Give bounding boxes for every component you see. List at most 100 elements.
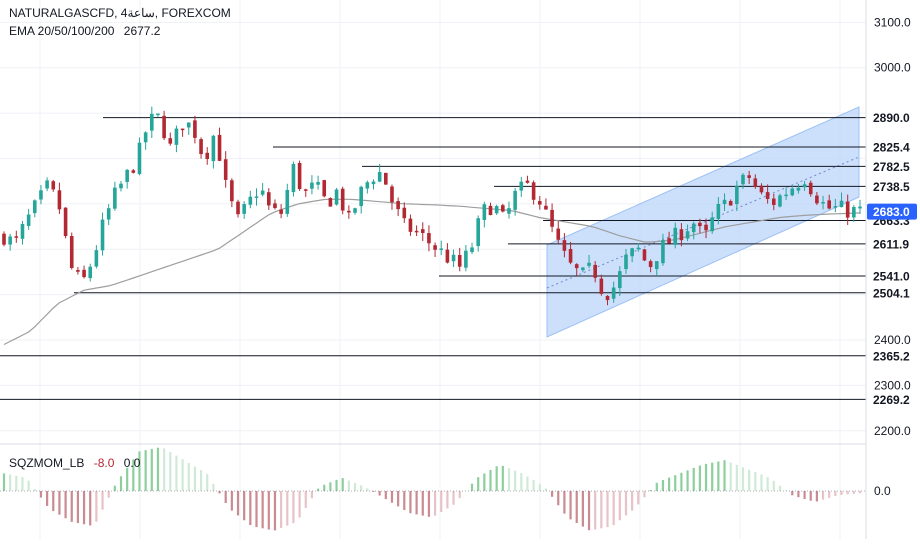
price-tick-label: 2300.0 — [874, 378, 911, 392]
candle-body — [827, 200, 832, 209]
price-tick-label: 2400.0 — [874, 333, 911, 347]
candle-body — [230, 180, 234, 202]
candle-body — [735, 185, 739, 205]
candle-body — [285, 189, 290, 214]
candle-body — [365, 182, 370, 189]
candle-body — [790, 188, 795, 196]
candle-body — [279, 209, 283, 214]
candle-body — [8, 236, 12, 245]
candle-body — [162, 115, 166, 139]
candle-body — [267, 192, 271, 206]
candle-body — [531, 182, 536, 200]
candle-body — [839, 200, 844, 208]
candle-body — [223, 159, 228, 180]
candle-body — [784, 194, 788, 197]
price-channel[interactable] — [546, 106, 860, 338]
symbol-line: NATURALGASCFD, 4ساعة, FOREXCOM — [9, 6, 231, 20]
candle-body — [113, 187, 117, 209]
channel-midline — [546, 156, 860, 289]
candle-body — [451, 254, 456, 262]
candle-body — [648, 261, 653, 268]
candle-body — [587, 262, 591, 266]
level-price-label-bg — [867, 268, 917, 285]
candle-body — [476, 218, 480, 247]
candle-body — [802, 184, 807, 188]
candle-body — [51, 181, 56, 190]
ema-line — [3, 198, 861, 346]
candle-body — [402, 207, 407, 219]
candle-body — [199, 139, 203, 155]
candle-body — [26, 214, 31, 226]
oscillator-value-1: -8.0 — [93, 456, 115, 470]
level-price-label: 2365.2 — [873, 349, 910, 363]
level-price-label: 2890.0 — [873, 111, 910, 125]
level-price-label: 2611.9 — [873, 237, 909, 251]
candle-body — [624, 254, 628, 270]
candle-body — [180, 128, 185, 131]
candle-body — [76, 270, 80, 272]
candle-body — [821, 202, 825, 204]
level-price-label-bg — [867, 235, 917, 252]
candle-body — [778, 195, 782, 207]
candle-body — [32, 200, 37, 214]
candle-body — [574, 264, 579, 269]
candle-body — [568, 248, 573, 263]
candle-body — [137, 142, 142, 175]
candle-body — [211, 135, 216, 162]
oscillator-name: SQZMOM_LB — [9, 456, 85, 470]
candle-body — [796, 187, 801, 191]
candle-body — [833, 206, 838, 208]
candle-body — [537, 201, 542, 205]
candle-body — [704, 224, 708, 231]
candle-body — [69, 236, 74, 268]
indicator-value: 2677.2 — [123, 24, 161, 38]
candle-body — [322, 180, 327, 197]
candle-body — [340, 188, 345, 211]
candle-body — [679, 229, 684, 241]
candle-body — [297, 162, 302, 190]
candle-body — [661, 240, 665, 264]
candle-body — [654, 261, 659, 270]
candle-body — [464, 250, 468, 268]
candle-body — [174, 128, 179, 145]
candle-body — [470, 247, 474, 253]
candle-body — [131, 170, 136, 173]
candle-body — [396, 201, 400, 210]
level-price-label: 2782.5 — [873, 160, 910, 174]
candle-body — [260, 190, 265, 195]
candle-body — [562, 240, 567, 251]
candle-body — [45, 180, 49, 189]
candle-body — [482, 204, 487, 220]
oscillator-value-2: 0.0 — [123, 456, 141, 470]
oscillator-zero-label: 0.0 — [874, 484, 891, 498]
candle-body — [852, 207, 856, 218]
candle-body — [414, 230, 419, 233]
symbol-header[interactable]: NATURALGASCFD, 4ساعة, FOREXCOM — [9, 6, 237, 20]
candle-body — [156, 113, 160, 116]
candle-body — [673, 227, 678, 245]
candle-body — [618, 271, 622, 289]
current-price-label-bg — [867, 203, 917, 220]
oscillator-header[interactable]: SQZMOM_LB -8.0 0.0 — [9, 456, 146, 470]
candle-body — [100, 219, 105, 251]
candle-body — [728, 201, 733, 206]
candle-body — [599, 278, 604, 294]
candle-body — [303, 189, 308, 191]
candle-body — [858, 206, 862, 209]
candle-body — [556, 228, 561, 240]
candle-body — [94, 250, 99, 267]
candle-body — [581, 267, 585, 271]
level-price-label-bg — [867, 109, 917, 126]
candle-body — [525, 180, 530, 183]
indicator-header[interactable]: EMA 20/50/100/200 2677.2 — [9, 24, 166, 38]
candle-body — [384, 172, 388, 185]
candle-body — [513, 190, 517, 210]
level-price-label: 2269.2 — [873, 393, 910, 407]
candle-body — [408, 218, 413, 232]
candle-body — [765, 192, 770, 199]
level-price-label: 2541.0 — [873, 270, 910, 284]
candle-body — [685, 231, 690, 239]
candle-body — [205, 152, 210, 159]
candle-body — [20, 223, 25, 239]
